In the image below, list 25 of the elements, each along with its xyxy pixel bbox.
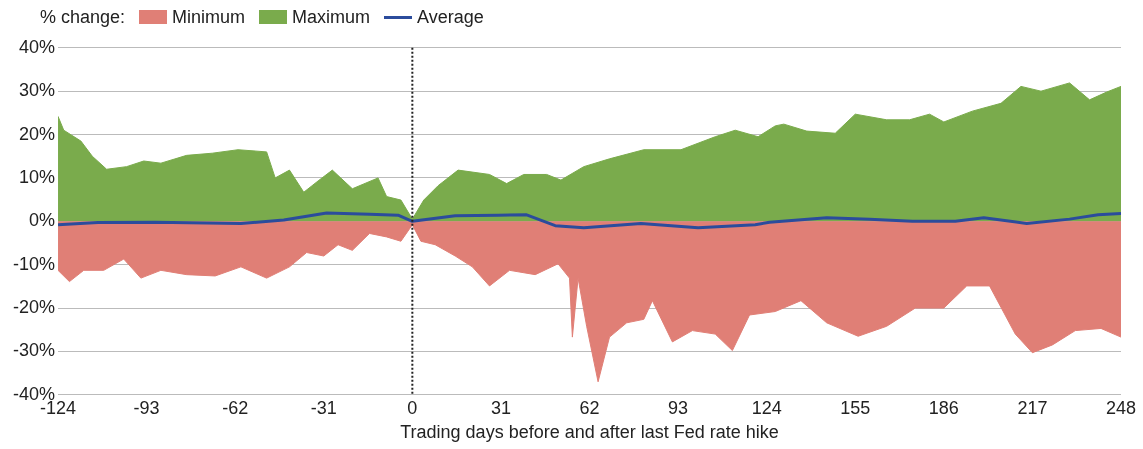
x-tick-label: 248: [1105, 397, 1137, 418]
x-tick-label: 186: [928, 397, 959, 418]
x-tick-label: -93: [133, 397, 160, 418]
x-tick-label: 62: [579, 397, 600, 418]
y-tick-label: 10%: [18, 166, 56, 187]
legend-label: Minimum: [172, 6, 246, 28]
y-tick-label: 40%: [18, 36, 56, 57]
legend-label: Maximum: [292, 6, 371, 28]
y-tick-label: -20%: [12, 297, 56, 318]
legend-label: Average: [417, 6, 484, 28]
x-axis-title: Trading days before and after last Fed rate hike: [400, 422, 779, 443]
x-tick-label: 31: [490, 397, 511, 418]
x-tick-label: -31: [310, 397, 337, 418]
y-tick-label: -10%: [12, 253, 56, 274]
x-tick-label: 124: [751, 397, 782, 418]
x-tick-label: 217: [1017, 397, 1048, 418]
x-tick-label: 155: [840, 397, 871, 418]
legend-title: % change:: [40, 6, 126, 28]
x-tick-label: -62: [222, 397, 249, 418]
x-tick-label: 0: [407, 397, 418, 418]
x-tick-label: 93: [668, 397, 689, 418]
y-tick-label: 0%: [29, 210, 56, 231]
y-tick-label: 20%: [18, 123, 56, 144]
y-tick-label: 30%: [18, 80, 56, 101]
y-tick-label: -30%: [12, 340, 56, 361]
